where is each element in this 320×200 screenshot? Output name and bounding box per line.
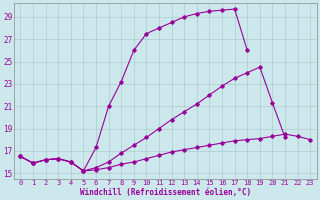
- X-axis label: Windchill (Refroidissement éolien,°C): Windchill (Refroidissement éolien,°C): [80, 188, 251, 197]
